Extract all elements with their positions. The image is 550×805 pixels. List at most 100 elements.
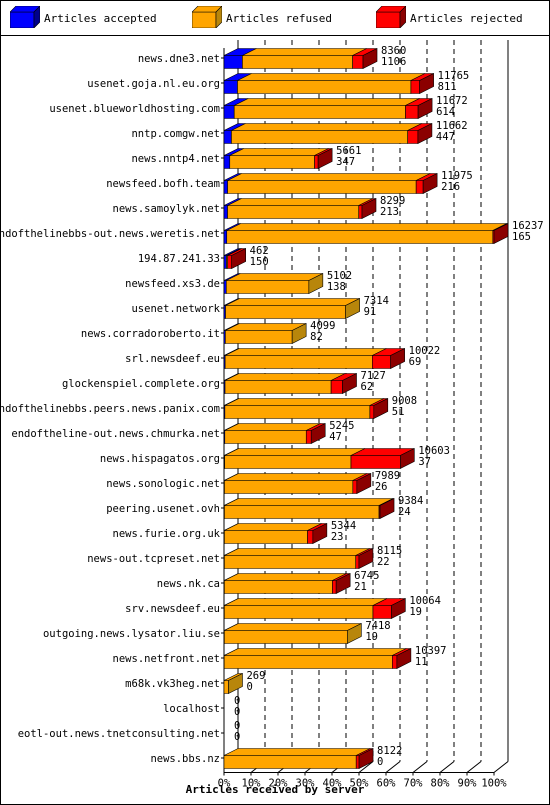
data-label-total: 11975 bbox=[441, 170, 473, 182]
bar-segment-front bbox=[224, 355, 373, 369]
category-label: news.nntp4.net bbox=[131, 153, 220, 165]
bar-segment-front bbox=[224, 530, 308, 544]
bar-segment-top bbox=[224, 573, 347, 581]
category-label: endofthelinebbs-out.news.weretis.net bbox=[0, 228, 220, 240]
bar-side bbox=[419, 73, 434, 94]
bar-segment-front bbox=[223, 680, 229, 694]
bar-segment-front bbox=[224, 405, 371, 419]
bar-segment-front bbox=[223, 255, 227, 269]
bar-side bbox=[396, 648, 412, 669]
bar-side bbox=[317, 148, 333, 169]
legend-label-accepted: Articles accepted bbox=[44, 12, 157, 25]
bar-segment-front bbox=[233, 105, 406, 119]
bar-segment-front bbox=[242, 55, 353, 69]
category-label: peering.usenet.ovh bbox=[106, 503, 220, 515]
category-label: news.bbs.nz bbox=[150, 753, 220, 765]
category-label: news.nk.ca bbox=[157, 578, 220, 590]
category-label: news.netfront.net bbox=[113, 653, 220, 665]
data-label-total: 5102 bbox=[327, 270, 352, 282]
bar-segment-top bbox=[237, 73, 426, 81]
bar-side bbox=[358, 748, 374, 769]
category-label: glockenspiel.complete.org bbox=[62, 378, 220, 390]
bar-segment-front bbox=[223, 230, 228, 244]
floor-gridline bbox=[412, 761, 428, 773]
bar-segment-top bbox=[234, 98, 420, 106]
data-label-accepted: 19 bbox=[409, 606, 422, 618]
data-label-total: 8299 bbox=[380, 195, 405, 207]
data-label-accepted: 82 bbox=[310, 331, 323, 343]
bar-segment-front bbox=[314, 155, 319, 169]
bar-side bbox=[310, 423, 326, 444]
x-tick-label: 100% bbox=[481, 778, 507, 790]
bar-segment-front bbox=[405, 105, 419, 119]
legend-label-refused: Articles refused bbox=[226, 12, 332, 25]
category-label: outgoing.news.lysator.liu.se bbox=[43, 628, 220, 640]
bar-side bbox=[358, 548, 374, 569]
category-label: nntp.comgw.net bbox=[131, 128, 220, 140]
data-label-accepted: 165 bbox=[512, 231, 531, 243]
legend: Articles accepted Articles refused Artic… bbox=[0, 0, 550, 36]
data-label-total: 5661 bbox=[336, 145, 361, 157]
data-label-total: 5245 bbox=[329, 420, 354, 432]
bar-segment-top bbox=[224, 623, 362, 631]
data-label-total: 269 bbox=[246, 670, 265, 682]
data-label-total: 9384 bbox=[398, 495, 423, 507]
bar-segment-top bbox=[242, 48, 367, 56]
floor-gridline bbox=[439, 761, 455, 773]
bar-segment-front bbox=[223, 180, 228, 194]
bar-segment-top bbox=[225, 298, 360, 306]
data-label-accepted: 11 bbox=[415, 656, 428, 668]
bar-segment-front bbox=[224, 605, 374, 619]
bar-side bbox=[291, 323, 307, 344]
bar-segment-front bbox=[330, 380, 343, 394]
data-label-accepted: 51 bbox=[392, 406, 405, 418]
bar-segment-top bbox=[224, 523, 322, 531]
bar-segment-front bbox=[225, 330, 293, 344]
data-label-accepted: 213 bbox=[380, 206, 399, 218]
bar-side bbox=[362, 48, 378, 69]
data-label-total: 7989 bbox=[375, 470, 400, 482]
bar-segment-front bbox=[224, 480, 354, 494]
category-label: localhost bbox=[163, 703, 220, 715]
bar-segment-front bbox=[352, 55, 364, 69]
bar-segment-front bbox=[227, 180, 417, 194]
data-label-total: 0 bbox=[234, 720, 240, 732]
data-label-total: 8122 bbox=[377, 745, 402, 757]
category-label: news.samoylyk.net bbox=[113, 203, 220, 215]
data-label-accepted: 138 bbox=[327, 281, 346, 293]
x-tick-label: 60% bbox=[377, 778, 397, 790]
category-label: srv.newsdeef.eu bbox=[125, 603, 220, 615]
bar-segment-front bbox=[352, 480, 358, 494]
bar-segment-front bbox=[231, 130, 408, 144]
data-label-total: 7418 bbox=[365, 620, 390, 632]
data-label-accepted: 22 bbox=[377, 556, 390, 568]
bar-segment-front bbox=[223, 655, 393, 669]
data-label-accepted: 19 bbox=[365, 631, 378, 643]
category-label: news.furie.org.uk bbox=[113, 528, 221, 540]
category-label: 194.87.241.33 bbox=[138, 253, 220, 265]
x-tick-label: 80% bbox=[431, 778, 451, 790]
bar-segment-front bbox=[225, 280, 310, 294]
bar-side bbox=[373, 398, 389, 419]
category-label: eotl-out.news.tnetconsulting.net bbox=[18, 728, 220, 740]
category-label: endofthelinebbs.peers.news.panix.com bbox=[0, 403, 220, 415]
bar-segment-top bbox=[229, 148, 329, 156]
bar-segment-front bbox=[227, 205, 360, 219]
bar-segment-front bbox=[223, 130, 232, 144]
bar-segment-front bbox=[391, 655, 398, 669]
data-label-accepted: 37 bbox=[418, 456, 431, 468]
floor-edge bbox=[493, 761, 509, 773]
bar-segment-front bbox=[224, 580, 333, 594]
data-label-accepted: 91 bbox=[364, 306, 377, 318]
category-label: m68k.vk3heg.net bbox=[125, 678, 220, 690]
bar-segment-top bbox=[227, 198, 373, 206]
bar-segment-front bbox=[224, 555, 357, 569]
bar-segment-front bbox=[224, 505, 380, 519]
bar-segment-front bbox=[223, 280, 227, 294]
data-label-accepted: 47 bbox=[329, 431, 342, 443]
legend-swatch-refused bbox=[192, 6, 222, 28]
x-tick-label: 10% bbox=[242, 778, 262, 790]
data-label-total: 8360 bbox=[381, 45, 406, 57]
bar-segment-front bbox=[415, 180, 424, 194]
bar-segment-top bbox=[224, 423, 321, 431]
